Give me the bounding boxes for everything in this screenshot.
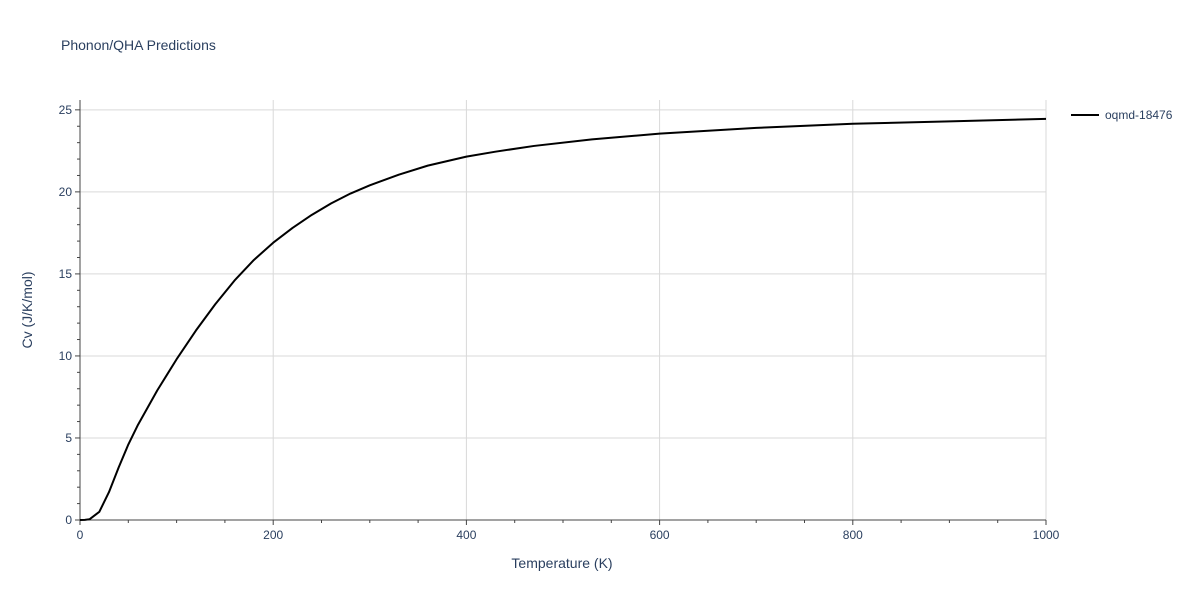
series-layer [79, 117, 1047, 521]
x-tick-label: 800 [843, 528, 863, 542]
series-line-oqmd-18476[interactable] [79, 117, 1047, 521]
x-axis-ticks: 0 200 400 600 800 1000 [77, 528, 1060, 542]
x-axis-title: Temperature (K) [511, 555, 612, 571]
y-tick-label: 15 [59, 267, 73, 281]
legend[interactable]: oqmd-18476 [1071, 108, 1173, 122]
grid-lines [80, 100, 1047, 520]
legend-label-oqmd-18476: oqmd-18476 [1105, 108, 1173, 122]
x-tick-label: 0 [77, 528, 84, 542]
y-axis-ticks: 0 5 10 15 20 25 [59, 103, 73, 527]
y-tick-label: 20 [59, 185, 73, 199]
x-tick-label: 1000 [1033, 528, 1060, 542]
x-tick-label: 200 [263, 528, 283, 542]
y-tick-label: 25 [59, 103, 73, 117]
y-tick-label: 0 [65, 513, 72, 527]
x-tick-label: 400 [456, 528, 476, 542]
chart-title: Phonon/QHA Predictions [61, 37, 216, 53]
y-tick-label: 5 [65, 431, 72, 445]
y-tick-label: 10 [59, 349, 73, 363]
y-axis-title: Cv (J/K/mol) [19, 272, 35, 349]
axes [75, 100, 1047, 525]
x-tick-label: 600 [650, 528, 670, 542]
